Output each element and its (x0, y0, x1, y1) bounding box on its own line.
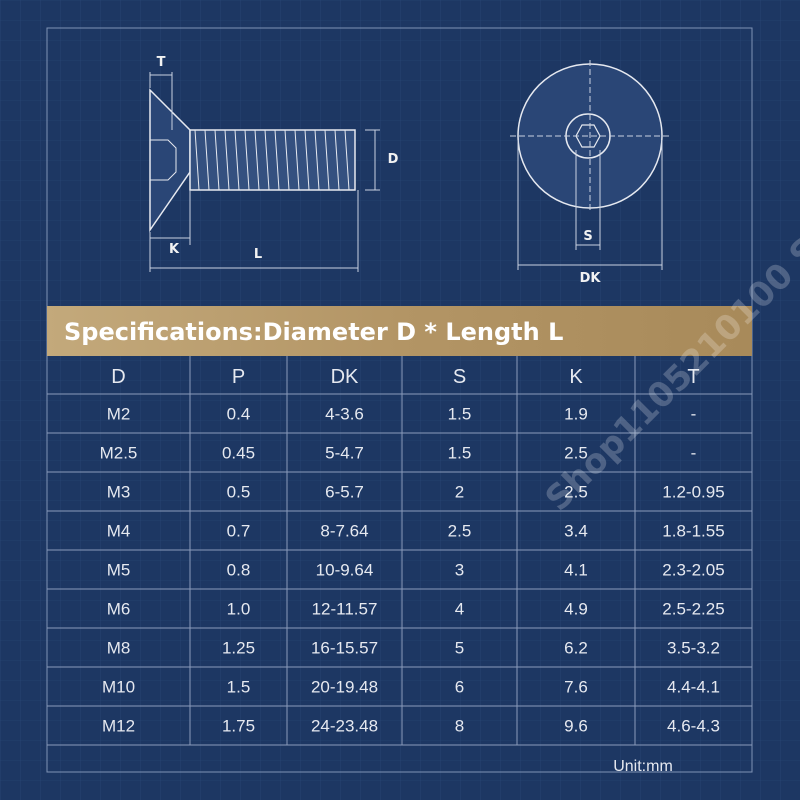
table-cell: M4 (107, 522, 131, 541)
table-cell: 4.4-4.1 (667, 678, 720, 697)
table-cell: 1.5 (227, 678, 251, 697)
table-cell: 3.5-3.2 (667, 639, 720, 658)
label-d: D (388, 152, 399, 167)
table-cell: 8-7.64 (320, 522, 368, 541)
table-cell: 0.8 (227, 561, 251, 580)
table-cell: 2.5 (564, 444, 588, 463)
table-cell: - (691, 405, 697, 424)
banner-title: Specifications:Diameter D * Length L (64, 318, 563, 346)
column-header: S (453, 366, 466, 388)
table-cell: 0.4 (227, 405, 251, 424)
table-cell: 2.5-2.25 (662, 600, 724, 619)
table-cell: 2.3-2.05 (662, 561, 724, 580)
table-cell: 6-5.7 (325, 483, 364, 502)
table-cell: M8 (107, 639, 131, 658)
table-cell: 4.6-4.3 (667, 717, 720, 736)
column-header: D (111, 366, 125, 388)
table-cell: 4 (455, 600, 464, 619)
label-s: S (583, 229, 592, 244)
table-cell: 6.2 (564, 639, 588, 658)
label-t: T (157, 55, 166, 70)
unit-note: Unit:mm (613, 758, 673, 775)
banner (47, 306, 752, 356)
table-cell: 1.5 (448, 444, 472, 463)
table-cell: 16-15.57 (311, 639, 378, 658)
table-cell: 24-23.48 (311, 717, 378, 736)
table-cell: 1.8-1.55 (662, 522, 724, 541)
table-cell: 5 (455, 639, 464, 658)
table-cell: 4-3.6 (325, 405, 364, 424)
table-cell: 2.5 (564, 483, 588, 502)
table-cell: 0.5 (227, 483, 251, 502)
spec-table: D P DK S K T M2 0.4 4-3.6 1.5 1.9 - M2.5 0.45 5-4.7 1.5… (47, 356, 752, 746)
label-l: L (254, 247, 262, 262)
dimension-lines (149, 72, 380, 272)
table-cell: M10 (102, 678, 135, 697)
table-cell: M3 (107, 483, 131, 502)
column-header: T (687, 366, 699, 388)
table-cell: M5 (107, 561, 131, 580)
table-cell: 2.5 (448, 522, 472, 541)
table-cell: 1.0 (227, 600, 251, 619)
table-cell: 1.5 (448, 405, 472, 424)
table-cell: 9.6 (564, 717, 588, 736)
table-cell: 0.45 (222, 444, 255, 463)
column-header: DK (331, 366, 359, 388)
table-cell: 1.9 (564, 405, 588, 424)
table-cell: 7.6 (564, 678, 588, 697)
table-cell: 8 (455, 717, 464, 736)
table-cell: 20-19.48 (311, 678, 378, 697)
table-cell: 2 (455, 483, 464, 502)
column-header: K (569, 366, 583, 388)
table-cell: 1.25 (222, 639, 255, 658)
table-cell: 3 (455, 561, 464, 580)
table-cell: 1.2-0.95 (662, 483, 724, 502)
label-dk: DK (580, 271, 602, 286)
table-cell: 4.1 (564, 561, 588, 580)
table-cell: 5-4.7 (325, 444, 364, 463)
table-cell: 12-11.57 (312, 600, 378, 619)
table-cell: M12 (102, 717, 135, 736)
table-cell: M6 (107, 600, 131, 619)
column-header: P (232, 366, 245, 388)
table-cell: M2.5 (100, 444, 138, 463)
table-cell: 0.7 (227, 522, 251, 541)
top-dimension-lines (510, 60, 670, 270)
screw-side-view (149, 88, 356, 233)
frame (46, 27, 753, 773)
table-cell: 3.4 (564, 522, 588, 541)
table-cell: 6 (455, 678, 464, 697)
table-cell: - (691, 444, 697, 463)
table-cell: 10-9.64 (316, 561, 374, 580)
label-k: K (169, 242, 180, 257)
table-cell: 4.9 (564, 600, 588, 619)
table-cell: 1.75 (222, 717, 255, 736)
table-cell: M2 (107, 405, 131, 424)
